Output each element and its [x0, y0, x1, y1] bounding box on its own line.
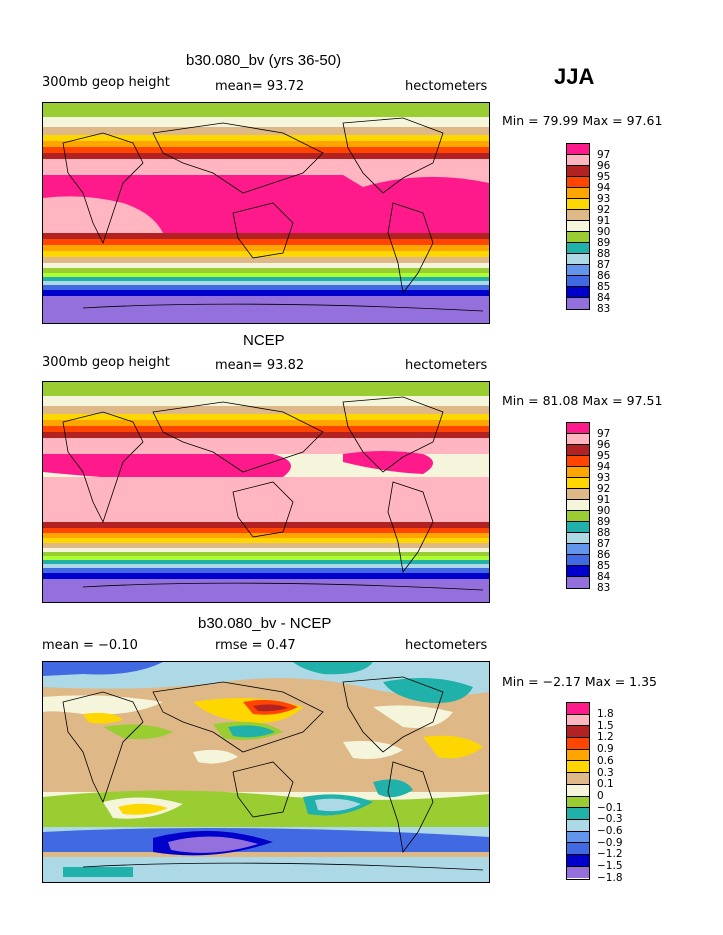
panel1-variable-label: 300mb geop height [42, 75, 170, 90]
panel3-level-label: −1.8 [597, 871, 623, 884]
panel1-level-label: 86 [597, 270, 611, 282]
panel2-level-label: 95 [597, 450, 611, 462]
panel3-map [42, 661, 490, 883]
panel2-level-label: 91 [597, 494, 611, 506]
panel1-level-label: 88 [597, 248, 611, 260]
panel2-level-label: 90 [597, 505, 611, 517]
panel2-colorbar [566, 422, 590, 589]
panel1-level-label: 83 [597, 303, 611, 315]
panel2-level-label: 85 [597, 560, 611, 572]
panel2-title: NCEP [243, 332, 285, 349]
panel3-level-label: −0.3 [597, 813, 623, 826]
panel1-level-label: 89 [597, 237, 611, 249]
panel3-level-label: −1.2 [597, 848, 623, 861]
panel1-level-label: 87 [597, 259, 611, 271]
panel2-level-label: 96 [597, 439, 611, 451]
panel1-level-label: 97 [597, 149, 611, 161]
panel2-map [42, 381, 490, 603]
panel3-level-label: 0 [597, 789, 604, 802]
panel1-level-label: 84 [597, 292, 611, 304]
panel1-level-label: 92 [597, 204, 611, 216]
panel3-level-label: 0.6 [597, 754, 614, 767]
panel1-level-label: 91 [597, 215, 611, 227]
panel2-level-label: 94 [597, 461, 611, 473]
panel2-level-label: 97 [597, 428, 611, 440]
panel3-units-label: hectometers [405, 638, 488, 653]
panel3-level-label: −0.6 [597, 825, 623, 837]
panel3-mean-label: mean = −0.10 [42, 638, 138, 653]
panel1-title: b30.080_bv (yrs 36-50) [186, 52, 342, 69]
panel3-level-label: −1.5 [597, 860, 623, 873]
panel2-mean-label: mean= 93.82 [215, 358, 305, 373]
panel3-minmax: Min = −2.17 Max = 1.35 [502, 674, 657, 689]
panel3-level-label: 0.1 [597, 778, 614, 791]
panel3-colorbar [566, 702, 590, 880]
panel1-mean-label: mean= 93.72 [215, 79, 305, 94]
panel2-level-label: 93 [597, 472, 611, 484]
panel2-units-label: hectometers [405, 358, 488, 373]
panel2-level-label: 87 [597, 538, 611, 550]
panel2-level-label: 86 [597, 549, 611, 561]
panel3-level-label: 0.3 [597, 766, 614, 779]
panel3-level-label: 1.2 [597, 731, 614, 744]
panel1-level-label: 93 [597, 193, 611, 205]
panel1-level-label: 94 [597, 182, 611, 194]
panel2-level-label: 83 [597, 582, 611, 594]
panel2-minmax: Min = 81.08 Max = 97.51 [502, 393, 663, 408]
panel2-level-label: 92 [597, 483, 611, 495]
panel3-level-label: 1.8 [597, 708, 614, 720]
panel1-units-label: hectometers [405, 79, 488, 94]
panel1-level-label: 96 [597, 160, 611, 172]
panel1-colorbar [566, 143, 590, 310]
panel2-level-label: 84 [597, 571, 611, 583]
panel2-variable-label: 300mb geop height [42, 355, 170, 370]
panel1-map [42, 102, 490, 324]
season-label: JJA [554, 64, 595, 89]
panel1-level-label: 95 [597, 171, 611, 183]
panel3-rmse-label: rmse = 0.47 [215, 638, 296, 653]
panel3-level-label: 1.5 [597, 719, 614, 732]
panel3-level-label: −0.9 [597, 836, 623, 849]
panel2-level-label: 88 [597, 527, 611, 539]
panel3-title: b30.080_bv - NCEP [198, 615, 332, 632]
panel1-level-label: 85 [597, 281, 611, 293]
panel3-level-label: 0.9 [597, 743, 614, 756]
panel3-level-label: −0.1 [597, 801, 623, 814]
panel2-level-label: 89 [597, 516, 611, 528]
panel1-minmax: Min = 79.99 Max = 97.61 [502, 113, 663, 128]
panel1-level-label: 90 [597, 226, 611, 238]
